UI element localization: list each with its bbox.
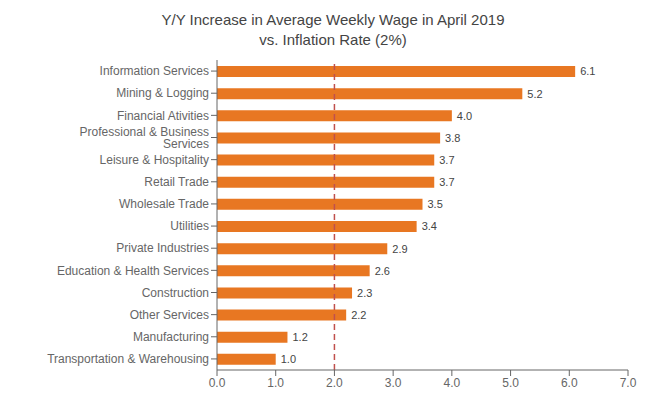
svg-text:Utilities: Utilities <box>170 219 209 233</box>
svg-text:1.2: 1.2 <box>292 331 307 343</box>
svg-text:7.0: 7.0 <box>620 376 637 390</box>
svg-text:3.8: 3.8 <box>445 132 460 144</box>
svg-text:Information Services: Information Services <box>100 64 209 78</box>
svg-text:1.0: 1.0 <box>267 376 284 390</box>
svg-text:6.0: 6.0 <box>561 376 578 390</box>
svg-text:Education & Health Services: Education & Health Services <box>57 264 209 278</box>
svg-text:Private Industries: Private Industries <box>116 241 209 255</box>
svg-text:5.2: 5.2 <box>527 88 542 100</box>
svg-text:Leisure & Hospitality: Leisure & Hospitality <box>100 153 209 167</box>
svg-text:0.0: 0.0 <box>209 376 226 390</box>
svg-text:1.0: 1.0 <box>281 353 296 365</box>
svg-text:Manufacturing: Manufacturing <box>133 330 209 344</box>
svg-text:2.6: 2.6 <box>375 265 390 277</box>
svg-text:4.0: 4.0 <box>444 376 461 390</box>
svg-text:6.1: 6.1 <box>580 65 595 77</box>
svg-text:2.9: 2.9 <box>392 243 407 255</box>
svg-text:Construction: Construction <box>142 286 209 300</box>
svg-text:3.7: 3.7 <box>439 154 454 166</box>
svg-text:Professional & BusinessService: Professional & BusinessServices <box>80 125 209 151</box>
html-text:Y/Y Increase in Average Weekly: Y/Y Increase in Average Weekly Wage in A… <box>161 11 505 48</box>
svg-text:3.4: 3.4 <box>422 220 437 232</box>
svg-text:2.3: 2.3 <box>357 287 372 299</box>
svg-text:2.2: 2.2 <box>351 309 366 321</box>
svg-text:Wholesale Trade: Wholesale Trade <box>119 197 209 211</box>
svg-text:3.5: 3.5 <box>428 198 443 210</box>
svg-text:3.0: 3.0 <box>385 376 402 390</box>
svg-text:5.0: 5.0 <box>502 376 519 390</box>
svg-text:Other Services: Other Services <box>130 308 209 322</box>
svg-text:Retail Trade: Retail Trade <box>144 175 209 189</box>
svg-text:2.0: 2.0 <box>326 376 343 390</box>
svg-text:4.0: 4.0 <box>457 110 472 122</box>
svg-text:Transportation & Warehousing: Transportation & Warehousing <box>47 352 209 366</box>
svg-text:Mining & Logging: Mining & Logging <box>116 86 209 100</box>
svg-text:Financial Ativities: Financial Ativities <box>117 109 209 123</box>
svg-text:3.7: 3.7 <box>439 176 454 188</box>
